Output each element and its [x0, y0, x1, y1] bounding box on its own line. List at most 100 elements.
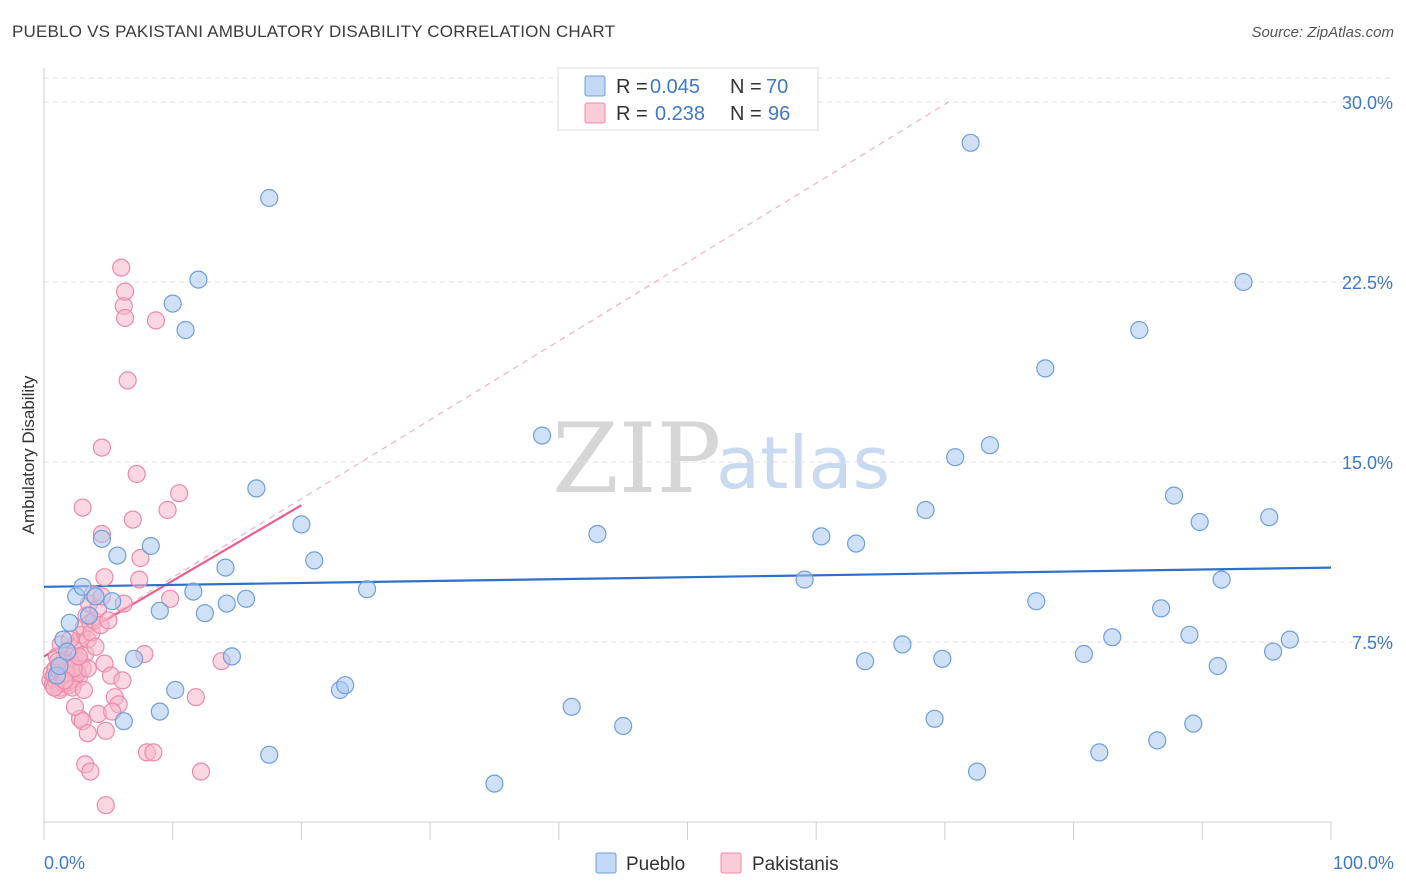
legend-pakistani-swatch: [584, 102, 606, 124]
pakistani-point: [123, 510, 142, 529]
pakistani-point: [73, 498, 92, 517]
pueblo-point: [217, 594, 236, 613]
pakistani-point: [170, 484, 189, 503]
y-axis-title: Ambulatory Disability: [19, 375, 38, 534]
pueblo-point: [216, 558, 235, 577]
bottom-legend-pakistani-swatch: [720, 852, 742, 874]
pakistani-point: [186, 688, 205, 707]
pueblo-point: [58, 642, 77, 661]
pakistani-point: [115, 282, 135, 301]
pueblo-point: [260, 745, 279, 764]
pueblo-point: [150, 601, 169, 620]
pakistani-point: [127, 464, 146, 484]
legend: R = 0.045 N = 70 R = 0.238 N = 96: [557, 67, 819, 131]
pueblo-point: [336, 676, 355, 695]
pueblo-point: [1036, 359, 1055, 378]
pakistani-point: [95, 568, 114, 587]
pueblo-point: [916, 500, 935, 520]
watermark-zip: ZIP: [552, 403, 721, 515]
pueblo-point: [1103, 628, 1122, 647]
pueblo-point: [86, 587, 105, 606]
trend-lines: [43, 101, 1332, 658]
pueblo-point: [247, 479, 266, 498]
pakistani-point: [86, 637, 105, 656]
pueblo-point: [967, 762, 987, 781]
pakistani-point: [112, 258, 131, 277]
pakistani-point: [131, 548, 150, 568]
pueblo-point: [103, 592, 122, 611]
pueblo-point: [1148, 731, 1167, 750]
pueblo-point: [195, 604, 214, 623]
pueblo-trend-line: [43, 566, 1332, 588]
pakistani-point: [92, 438, 112, 457]
legend-r-label-1: R =: [616, 76, 648, 98]
pueblo-point: [812, 527, 831, 546]
pueblo-point: [532, 426, 552, 445]
y-tick-label: 7.5%: [1352, 633, 1393, 653]
bottom-legend: Pueblo Pakistanis: [595, 852, 839, 875]
pakistani-point: [65, 697, 84, 716]
legend-r-value-1: 0.045: [650, 76, 700, 98]
pueblo-point: [614, 716, 633, 736]
pueblo-point: [1212, 570, 1231, 589]
pakistani-point: [158, 500, 177, 520]
pueblo-point: [1074, 644, 1093, 664]
pueblo-point: [114, 712, 133, 731]
pakistani-point: [81, 762, 100, 781]
pueblo-point: [1280, 630, 1299, 649]
pueblo-point: [562, 697, 581, 716]
pueblo-point: [485, 774, 504, 793]
pueblo-point: [357, 580, 377, 599]
pueblo-point: [588, 524, 607, 544]
legend-r-value-2: 0.238: [655, 103, 705, 125]
pueblo-point: [292, 515, 311, 534]
pueblo-point: [73, 577, 92, 596]
pueblo-point: [166, 680, 185, 700]
pakistani-point: [78, 724, 97, 743]
pueblo-point: [305, 551, 324, 570]
pueblo-point: [856, 652, 875, 671]
pueblo-point: [141, 536, 160, 556]
pakistani-point: [115, 308, 135, 328]
pueblo-point: [184, 582, 203, 601]
pueblo-point: [1027, 592, 1046, 611]
legend-n-label-2: N =: [730, 103, 762, 125]
x-tick-label-max: 100.0%: [1333, 853, 1394, 873]
pakistani-point: [161, 589, 180, 608]
pueblo-point: [1190, 512, 1209, 532]
pueblo-point: [1263, 642, 1283, 661]
bottom-legend-pueblo-label: Pueblo: [626, 854, 685, 875]
pueblo-point: [1208, 656, 1227, 676]
legend-n-value-2: 96: [768, 103, 790, 125]
pueblo-point: [925, 709, 944, 728]
legend-n-value-1: 70: [766, 76, 788, 98]
pueblo-point: [236, 589, 256, 608]
pueblo-point: [1234, 272, 1253, 292]
pueblo-point: [961, 133, 980, 152]
pakistani-point: [144, 743, 163, 762]
pueblo-point: [795, 570, 814, 589]
pakistani-point: [113, 671, 132, 690]
pueblo-point: [79, 606, 99, 625]
pueblo-point: [1130, 320, 1149, 340]
legend-r-label-2: R =: [616, 103, 648, 125]
pakistani-point: [130, 570, 149, 589]
pueblo-point: [176, 320, 195, 340]
pueblo-point: [1260, 508, 1279, 527]
pueblo-point: [92, 529, 112, 548]
pakistani-point: [74, 680, 93, 700]
pueblo-point: [946, 448, 965, 467]
source-credit: Source: ZipAtlas.com: [1251, 24, 1394, 41]
pueblo-point: [163, 294, 182, 313]
pueblo-point: [1090, 743, 1109, 762]
pakistani-point: [118, 371, 137, 390]
pakistani-point: [191, 762, 211, 781]
x-tick-label-min: 0.0%: [44, 853, 85, 873]
y-tick-label: 30.0%: [1342, 93, 1393, 113]
bottom-legend-pueblo-swatch: [595, 852, 617, 874]
pueblo-point: [1152, 599, 1171, 618]
pueblo-point: [108, 546, 127, 565]
pueblo-point: [222, 647, 242, 666]
pakistani-point: [96, 721, 115, 740]
